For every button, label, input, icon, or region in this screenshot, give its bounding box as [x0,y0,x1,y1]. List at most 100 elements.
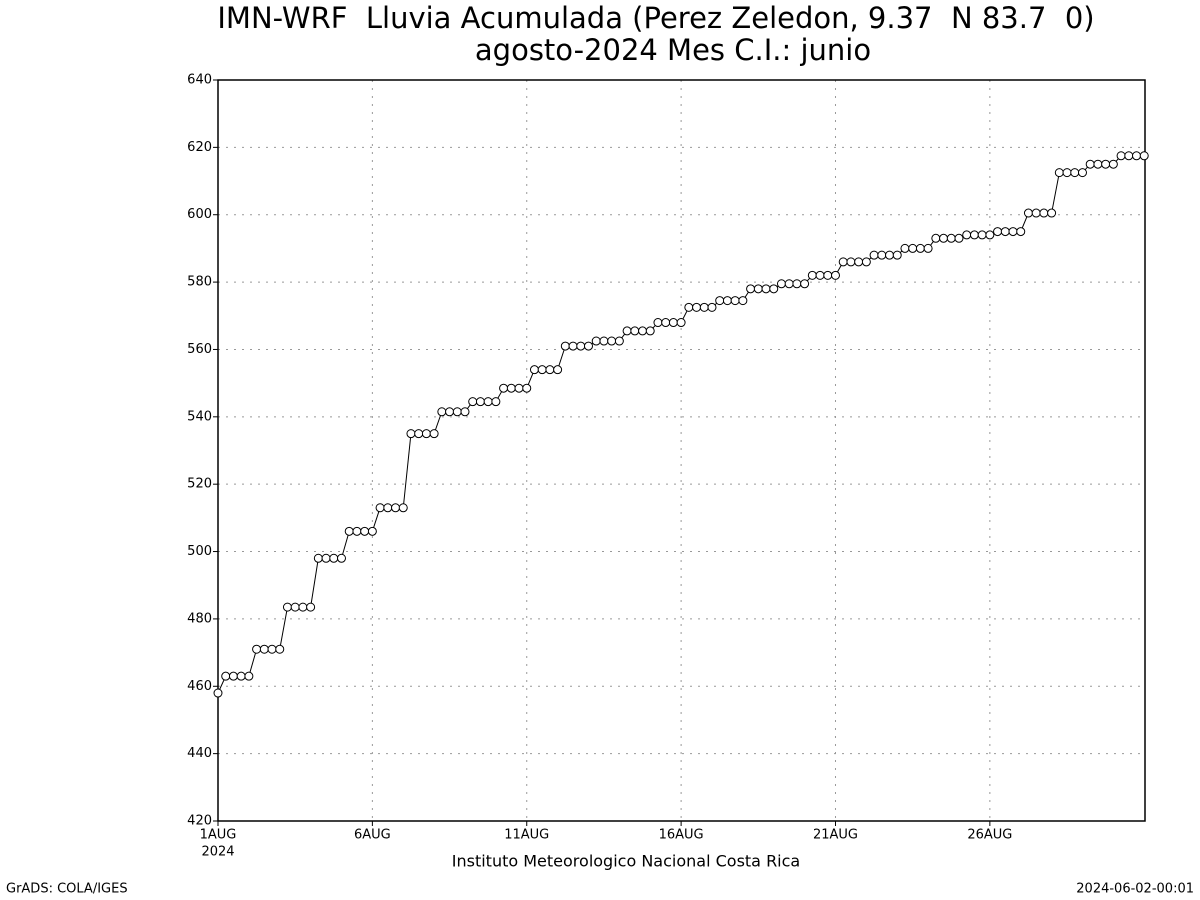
point-marker [1077,168,1087,178]
point-marker [707,302,717,312]
point-marker [753,284,763,294]
point-marker [406,429,416,439]
point-marker [568,341,578,351]
point-marker [830,270,840,280]
point-marker [1101,159,1111,169]
y-tick-label: 560 [187,342,212,357]
point-marker [506,383,516,393]
point-marker [792,279,802,289]
point-marker [321,553,331,563]
point-marker [398,503,408,513]
y-tick-label: 500 [187,544,212,559]
point-marker [722,296,732,306]
point-marker [607,336,617,346]
plot-frame [217,79,1146,822]
x-tick-label: 6AUG [354,828,391,843]
point-marker [252,644,262,654]
point-marker [985,230,995,240]
point-marker [445,407,455,417]
y-tick-label: 540 [187,409,212,424]
point-marker [491,397,501,407]
x-tick-label: 21AUG [813,828,858,843]
y-tick-label: 600 [187,207,212,222]
point-marker [800,279,810,289]
point-marker [560,341,570,351]
point-marker [1062,168,1072,178]
point-marker [769,284,779,294]
point-marker [306,602,316,612]
point-marker [915,243,925,253]
point-marker [313,553,323,563]
point-marker [1108,159,1118,169]
point-marker [931,233,941,243]
point-marker [1124,151,1134,161]
x-sublabel: 2024 [201,845,234,860]
y-tick-label: 620 [187,140,212,155]
point-marker [221,671,231,681]
point-marker [336,553,346,563]
point-marker [599,336,609,346]
point-marker [236,671,246,681]
point-marker [290,602,300,612]
point-marker [776,279,786,289]
point-marker [630,326,640,336]
point-marker [730,296,740,306]
point-marker [522,383,532,393]
point-marker [329,553,339,563]
point-marker [699,302,709,312]
chart-subtitle: agosto-2024 Mes C.I.: junio [475,33,871,67]
point-marker [614,336,624,346]
point-marker [1023,208,1033,218]
point-marker [275,644,285,654]
point-marker [1047,208,1057,218]
point-marker [1139,151,1149,161]
point-marker [939,233,949,243]
point-marker [1039,208,1049,218]
point-marker [460,407,470,417]
point-marker [761,284,771,294]
point-marker [1085,159,1095,169]
point-marker [900,243,910,253]
point-marker [962,230,972,240]
point-marker [738,296,748,306]
point-marker [414,429,424,439]
point-marker [583,341,593,351]
point-marker [869,250,879,260]
point-marker [638,326,648,336]
point-marker [684,302,694,312]
point-marker [885,250,895,260]
point-marker [1016,227,1026,237]
x-tick-label: 26AUG [967,828,1012,843]
point-marker [838,257,848,267]
x-tick-label: 1AUG [200,828,237,843]
point-marker [437,407,447,417]
point-marker [591,336,601,346]
point-marker [993,227,1003,237]
point-marker [545,365,555,375]
y-tick-label: 480 [187,611,212,626]
point-marker [367,526,377,536]
point-marker [823,270,833,280]
point-marker [807,270,817,280]
point-marker [360,526,370,536]
point-marker [908,243,918,253]
point-marker [391,503,401,513]
y-tick-label: 520 [187,477,212,492]
point-marker [969,230,979,240]
point-marker [668,318,678,328]
point-marker [661,318,671,328]
x-tick-label: 16AUG [659,828,704,843]
point-marker [429,429,439,439]
point-marker [344,526,354,536]
y-tick-label: 580 [187,275,212,290]
point-marker [645,326,655,336]
point-marker [475,397,485,407]
point-marker [452,407,462,417]
point-marker [923,243,933,253]
footer-right: 2024-06-02-00:01 [1076,882,1194,897]
point-marker [244,671,254,681]
point-marker [483,397,493,407]
point-marker [1054,168,1064,178]
